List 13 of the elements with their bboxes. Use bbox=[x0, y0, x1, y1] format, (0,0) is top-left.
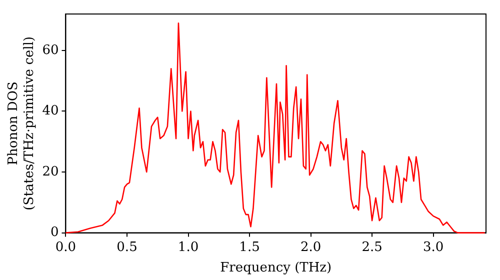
x-tick-label: 3.0 bbox=[422, 240, 444, 255]
y-tick-label: 20 bbox=[42, 164, 59, 180]
x-tick-label: 1.5 bbox=[239, 240, 260, 255]
x-tick-label: 0.0 bbox=[55, 240, 76, 255]
y-tick-label: 60 bbox=[42, 42, 59, 58]
y-axis-title: Phonon DOS (States/THz·primitive cell) bbox=[6, 36, 37, 210]
x-tick-label: 0.5 bbox=[116, 240, 138, 255]
y-tick-label: 0 bbox=[50, 225, 59, 240]
x-tick-label: 2.5 bbox=[362, 240, 382, 255]
x-tick-label: 1.0 bbox=[178, 240, 199, 255]
y-tick-label: 40 bbox=[42, 104, 59, 119]
x-axis-title: Frequency (THz) bbox=[220, 260, 332, 276]
x-tick-label: 2.0 bbox=[300, 240, 322, 255]
